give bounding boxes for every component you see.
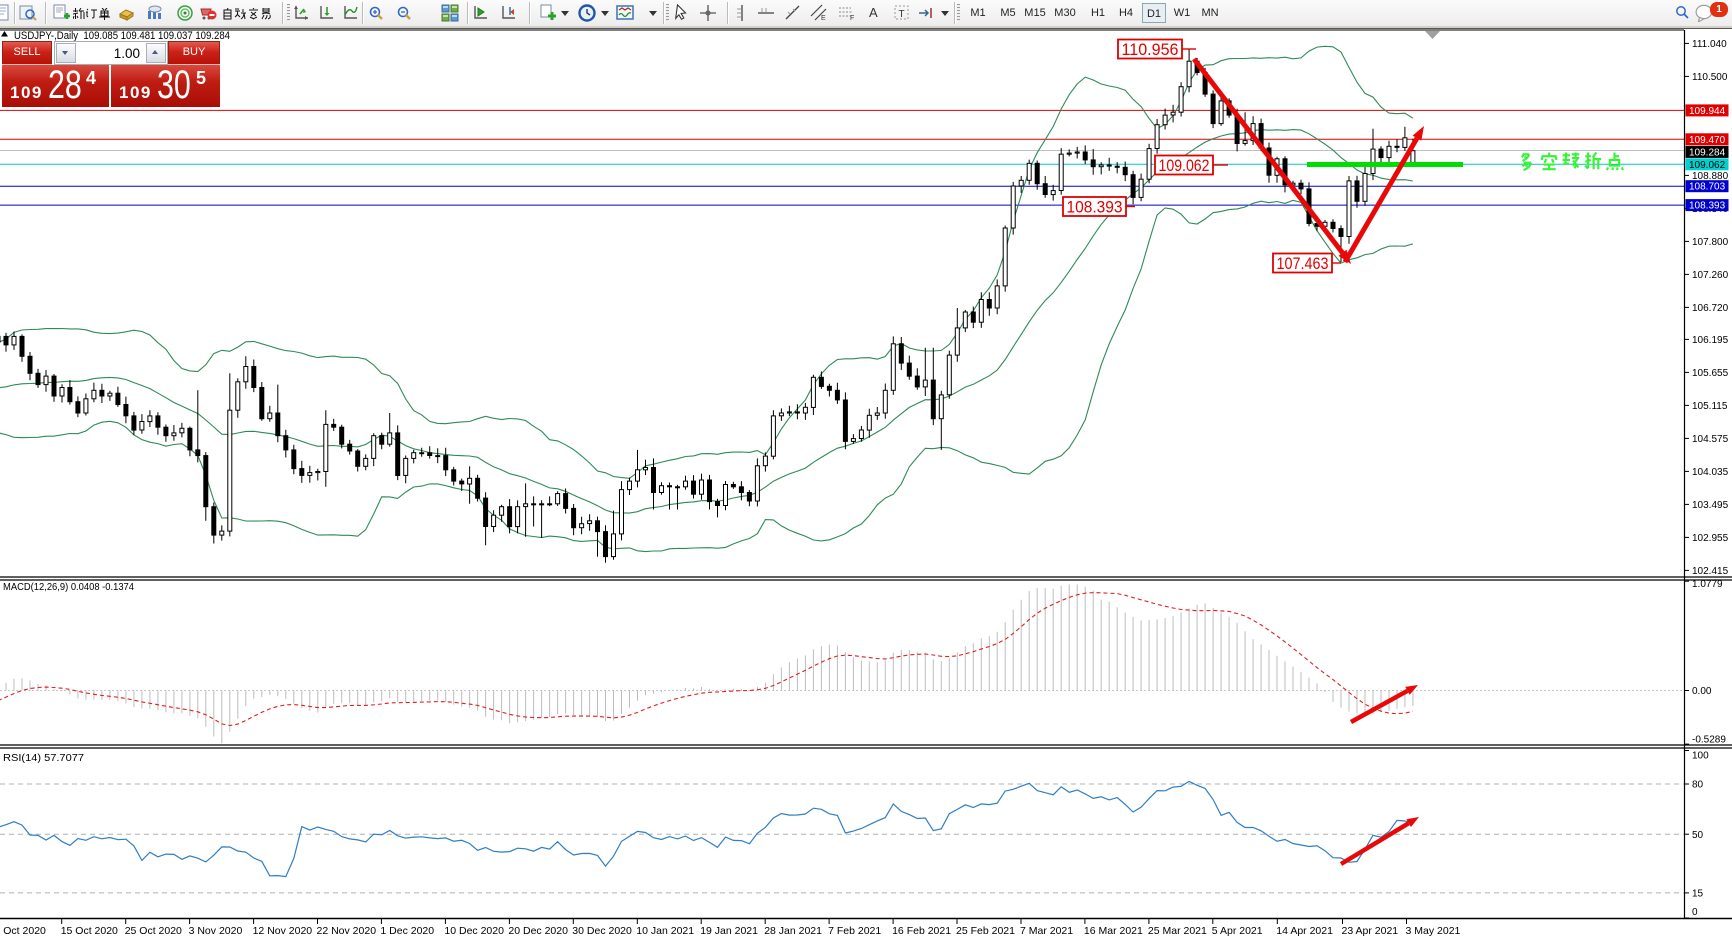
svg-text:102.415: 102.415 <box>1692 566 1729 577</box>
svg-text:104.575: 104.575 <box>1692 434 1729 445</box>
svg-text:T: T <box>899 9 905 20</box>
svg-text:20 Dec 2020: 20 Dec 2020 <box>508 925 568 937</box>
svg-text:16 Mar 2021: 16 Mar 2021 <box>1084 925 1143 937</box>
svg-text:111.040: 111.040 <box>1692 39 1727 50</box>
svg-text:USDJPY-,Daily 109.085 109.481: USDJPY-,Daily 109.085 109.481 109.037 10… <box>14 30 230 42</box>
svg-text:30 Dec 2020: 30 Dec 2020 <box>572 925 632 937</box>
svg-text:105.115: 105.115 <box>1692 401 1728 412</box>
svg-text:10 Dec 2020: 10 Dec 2020 <box>444 925 504 937</box>
svg-text:19 Jan 2021: 19 Jan 2021 <box>700 925 758 937</box>
svg-text:25 Feb 2021: 25 Feb 2021 <box>956 925 1015 937</box>
svg-text:0: 0 <box>1692 907 1698 918</box>
svg-text:14 Apr 2021: 14 Apr 2021 <box>1276 925 1333 937</box>
svg-text:105.655: 105.655 <box>1692 368 1729 379</box>
svg-text:1 Dec 2020: 1 Dec 2020 <box>380 925 434 937</box>
svg-text:109.944: 109.944 <box>1689 106 1726 117</box>
svg-text:1.0779: 1.0779 <box>1692 579 1723 590</box>
svg-text:109.470: 109.470 <box>1689 135 1726 146</box>
svg-text:7 Feb 2021: 7 Feb 2021 <box>828 925 881 937</box>
svg-text:110.500: 110.500 <box>1692 72 1728 83</box>
svg-text:MACD(12,26,9) 0.0408 -0.1374: MACD(12,26,9) 0.0408 -0.1374 <box>3 582 134 593</box>
svg-text:104.035: 104.035 <box>1692 467 1729 478</box>
svg-text:107.463: 107.463 <box>1277 254 1329 273</box>
svg-text:108.703: 108.703 <box>1689 182 1726 193</box>
svg-text:110.956: 110.956 <box>1122 40 1179 59</box>
svg-text:50: 50 <box>1692 830 1704 841</box>
svg-text:3 Nov 2020: 3 Nov 2020 <box>189 925 243 937</box>
svg-text:25 Oct 2020: 25 Oct 2020 <box>125 925 182 937</box>
svg-text:5 Oct 2020: 5 Oct 2020 <box>0 925 46 937</box>
svg-text:108.393: 108.393 <box>1067 198 1123 217</box>
svg-text:22 Nov 2020: 22 Nov 2020 <box>317 925 377 937</box>
svg-text:109.284: 109.284 <box>1689 147 1726 158</box>
svg-text:106.195: 106.195 <box>1692 335 1729 346</box>
svg-text:0.00: 0.00 <box>1692 686 1712 697</box>
svg-text:15: 15 <box>1692 888 1704 899</box>
svg-text:16 Feb 2021: 16 Feb 2021 <box>892 925 951 937</box>
svg-text:12 Nov 2020: 12 Nov 2020 <box>253 925 313 937</box>
svg-text:25 Mar 2021: 25 Mar 2021 <box>1148 925 1207 937</box>
svg-text:23 Apr 2021: 23 Apr 2021 <box>1342 925 1399 937</box>
svg-text:100: 100 <box>1692 751 1709 762</box>
svg-text:107.800: 107.800 <box>1692 237 1729 248</box>
svg-text:F: F <box>850 15 854 22</box>
svg-text:107.260: 107.260 <box>1692 270 1729 281</box>
svg-text:108.880: 108.880 <box>1692 171 1729 182</box>
svg-text:106.720: 106.720 <box>1692 303 1729 314</box>
svg-text:5 Apr 2021: 5 Apr 2021 <box>1212 925 1263 937</box>
svg-text:E: E <box>821 15 826 22</box>
svg-text:103.495: 103.495 <box>1692 500 1729 511</box>
svg-text:102.955: 102.955 <box>1692 533 1729 544</box>
svg-text:3 May 2021: 3 May 2021 <box>1406 925 1461 937</box>
svg-text:15 Oct 2020: 15 Oct 2020 <box>61 925 118 937</box>
svg-text:109.062: 109.062 <box>1689 160 1726 171</box>
svg-text:80: 80 <box>1692 780 1704 791</box>
svg-text:-0.5289: -0.5289 <box>1692 734 1726 745</box>
svg-text:28 Jan 2021: 28 Jan 2021 <box>764 925 822 937</box>
svg-text:RSI(14) 57.7077: RSI(14) 57.7077 <box>3 753 84 764</box>
svg-text:10 Jan 2021: 10 Jan 2021 <box>636 925 694 937</box>
svg-text:108.393: 108.393 <box>1689 201 1726 212</box>
svg-text:109.062: 109.062 <box>1159 156 1210 175</box>
svg-text:7 Mar 2021: 7 Mar 2021 <box>1020 925 1073 937</box>
